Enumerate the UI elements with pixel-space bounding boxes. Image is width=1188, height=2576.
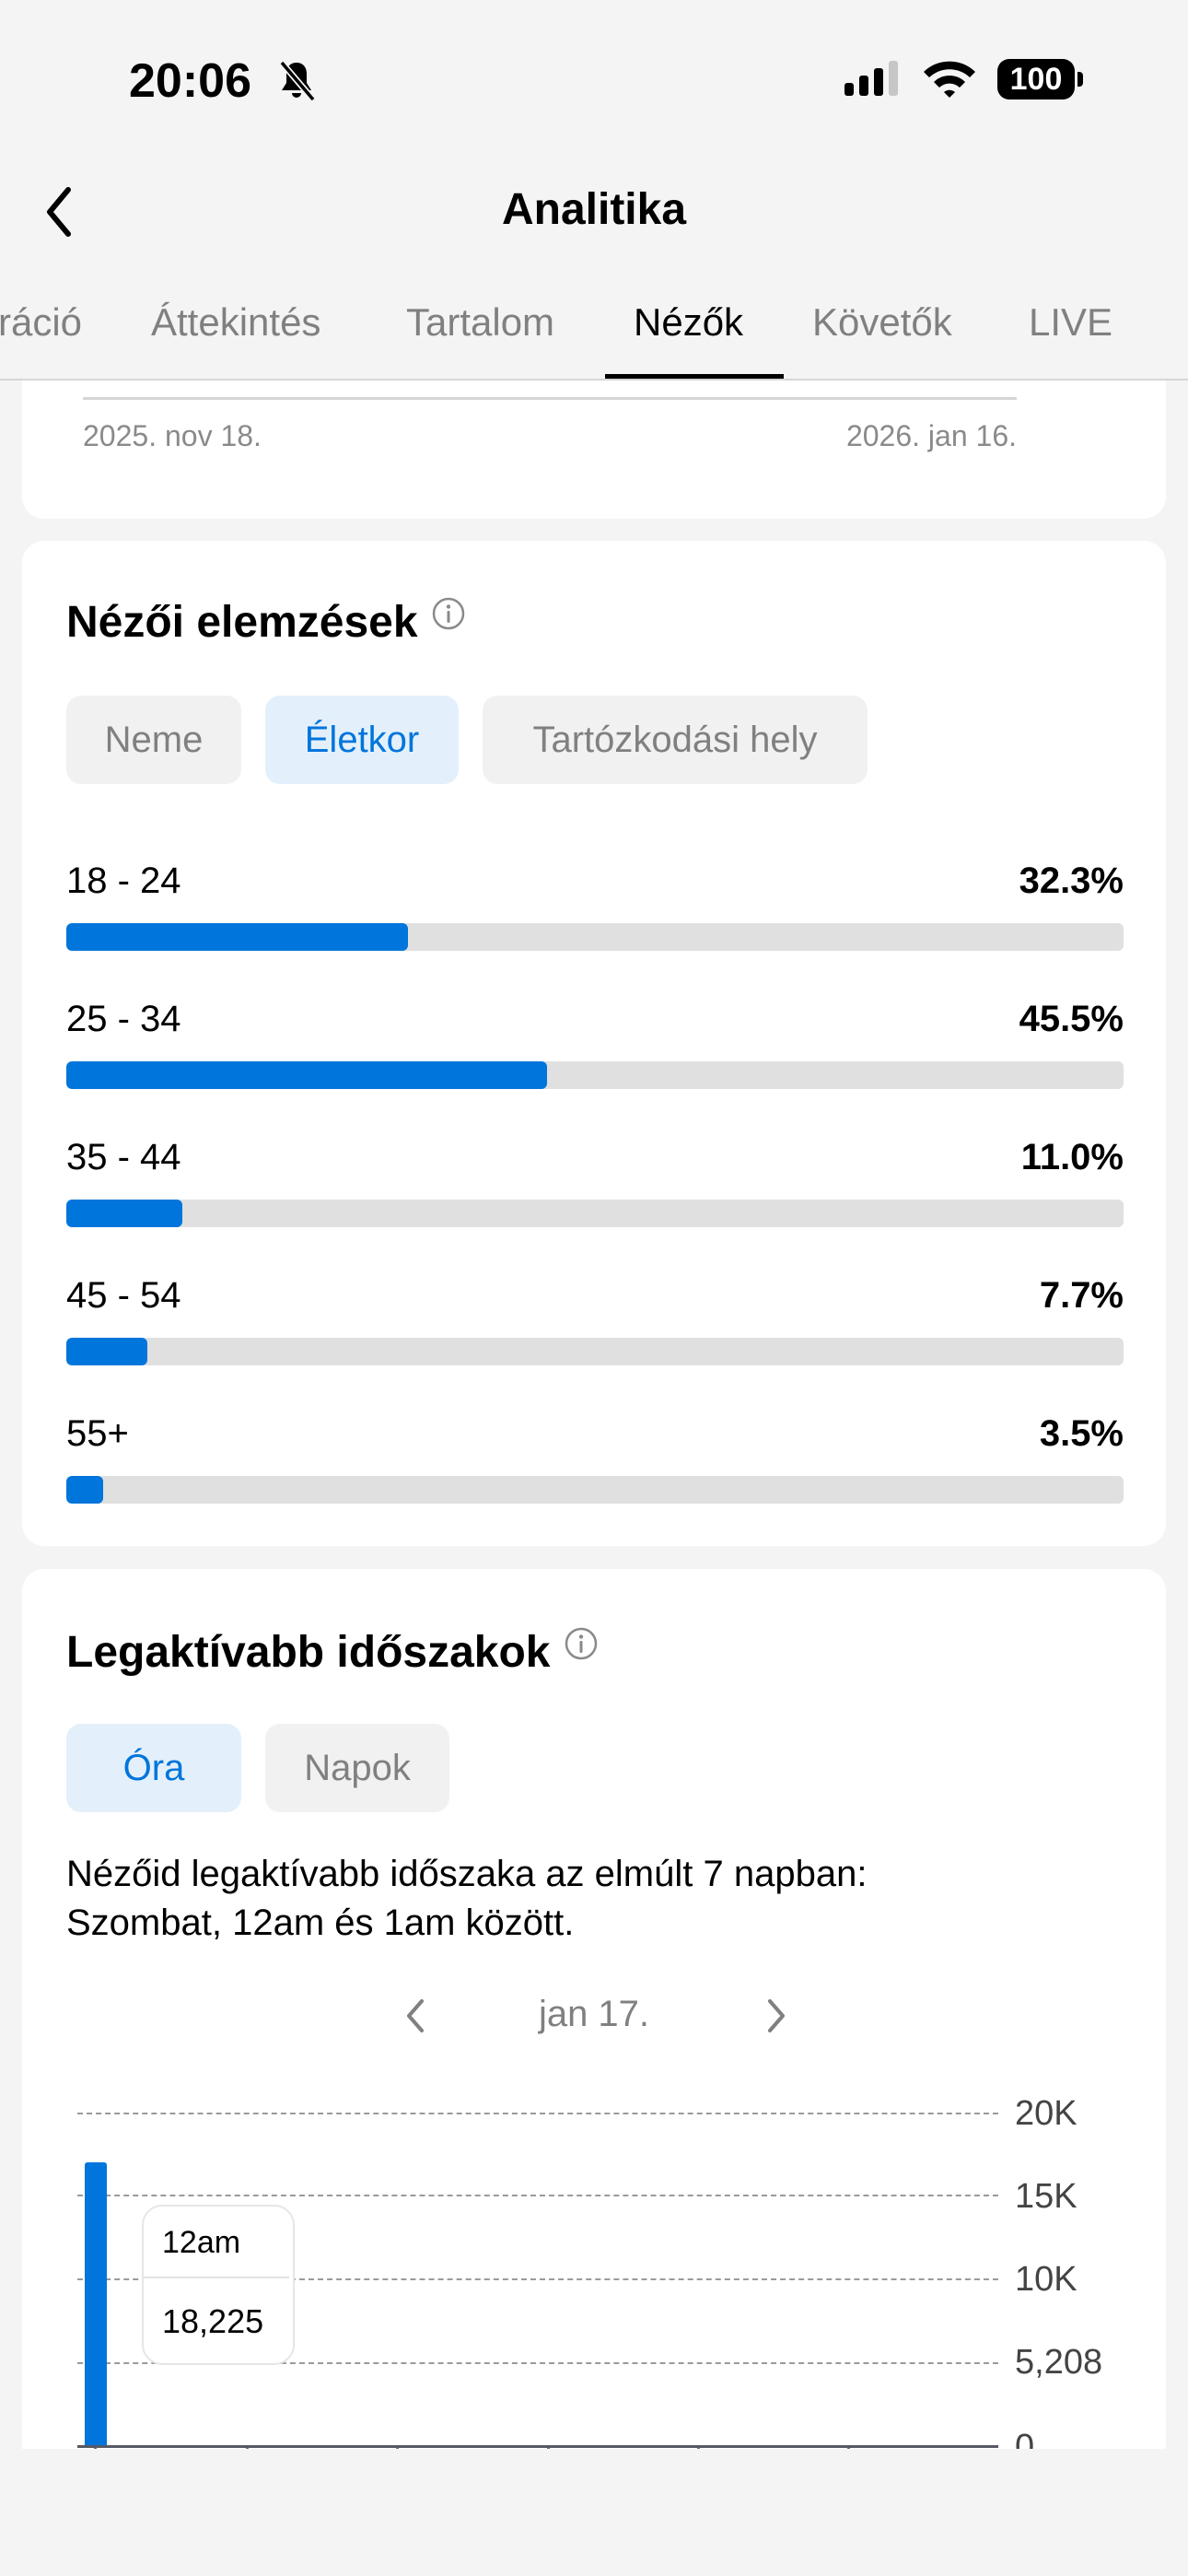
age-progress-fill xyxy=(66,1200,183,1227)
tooltip-value: 18,225 xyxy=(162,2302,264,2340)
gridline-20k xyxy=(77,2113,998,2114)
filter-chip-eletkor[interactable]: Életkor xyxy=(265,696,459,784)
filter-chip-neme[interactable]: Neme xyxy=(66,696,241,784)
active-times-title-text: Legaktívabb időszakok xyxy=(66,1628,551,1677)
active-tab-indicator xyxy=(605,374,784,379)
age-progress-track xyxy=(66,1200,1124,1227)
info-circle-icon[interactable] xyxy=(564,1626,599,1661)
bar-12am[interactable] xyxy=(85,2162,107,2446)
y-axis-tick: 10K xyxy=(1015,2260,1077,2299)
age-percent: 7.7% xyxy=(1039,1275,1124,1316)
gridline-15k xyxy=(77,2195,998,2196)
age-label: 45 - 54 xyxy=(66,1275,181,1316)
status-bar: 20:06 100 xyxy=(0,0,1188,166)
tooltip-hour: 12am xyxy=(162,2225,241,2260)
age-row-18-24: 18 - 24 32.3% xyxy=(66,861,1124,953)
tooltip-divider xyxy=(144,2277,289,2278)
back-button[interactable] xyxy=(37,182,83,241)
tab-inspiracio[interactable]: ráció xyxy=(0,300,83,344)
age-row-45-54: 45 - 54 7.7% xyxy=(66,1275,1124,1367)
gridline-10k xyxy=(77,2278,998,2280)
age-row-25-34: 25 - 34 45.5% xyxy=(66,999,1124,1091)
age-progress-fill xyxy=(66,1338,148,1365)
page-title: Analitika xyxy=(501,185,687,234)
age-row-35-44: 35 - 44 11.0% xyxy=(66,1137,1124,1229)
battery-indicator: 100 xyxy=(997,59,1075,100)
x-axis-line xyxy=(77,2445,998,2448)
y-axis-tick: 5,208 xyxy=(1015,2343,1103,2382)
range-start-date: 2025. nov 18. xyxy=(83,419,262,452)
bottom-safe-area xyxy=(0,2449,1188,2576)
age-progress-track xyxy=(66,1476,1124,1504)
date-range-card: 2025. nov 18. 2026. jan 16. xyxy=(22,381,1166,519)
active-times-summary: Nézőid legaktívabb időszaka az elmúlt 7 … xyxy=(66,1850,1125,1948)
battery-tip xyxy=(1077,72,1083,87)
age-progress-track xyxy=(66,1338,1124,1365)
cellular-signal-icon xyxy=(844,61,898,96)
age-label: 25 - 34 xyxy=(66,999,181,1039)
info-circle-icon[interactable] xyxy=(431,596,466,631)
age-progress-track xyxy=(66,923,1124,951)
age-percent: 3.5% xyxy=(1039,1413,1124,1454)
status-time: 20:06 xyxy=(129,54,251,108)
wifi-icon xyxy=(924,61,975,98)
filter-chip-tartozkodasi-hely[interactable]: Tartózkodási hely xyxy=(483,696,868,784)
gridline-5208 xyxy=(77,2362,998,2364)
filter-chip-ora[interactable]: Óra xyxy=(66,1724,241,1812)
age-percent: 11.0% xyxy=(1020,1137,1124,1177)
active-times-card: Legaktívabb időszakok Óra Napok Nézőid l… xyxy=(22,1569,1166,2490)
summary-line-2: Szombat, 12am és 1am között. xyxy=(66,1903,575,1943)
header: Analitika xyxy=(0,166,1188,258)
range-end-date: 2026. jan 16. xyxy=(845,419,1017,452)
age-percent: 32.3% xyxy=(1019,861,1124,901)
y-axis-tick: 15K xyxy=(1015,2177,1077,2216)
selected-date: jan 17. xyxy=(538,1994,650,2034)
age-label: 35 - 44 xyxy=(66,1137,181,1177)
filter-chip-napok[interactable]: Napok xyxy=(265,1724,449,1812)
viewer-insights-title-text: Nézői elemzések xyxy=(66,598,418,647)
age-row-55-plus: 55+ 3.5% xyxy=(66,1413,1124,1505)
age-progress-fill xyxy=(66,1476,104,1504)
summary-line-1: Nézőid legaktívabb időszaka az elmúlt 7 … xyxy=(66,1854,868,1894)
hourly-activity-chart: 20K 15K 10K 5,208 0 12am 18,225 xyxy=(22,2085,1166,2466)
tab-kovetok[interactable]: Követők xyxy=(812,300,952,344)
viewer-insights-title: Nézői elemzések xyxy=(66,596,466,648)
age-progress-fill xyxy=(66,1061,548,1089)
viewer-insights-card: Nézői elemzések Neme Életkor Tartózkodás… xyxy=(22,541,1166,1546)
bell-slash-icon xyxy=(279,60,316,101)
tab-attekintes[interactable]: Áttekintés xyxy=(151,300,321,344)
tab-live[interactable]: LIVE xyxy=(1029,300,1113,344)
age-label: 18 - 24 xyxy=(66,861,181,901)
age-progress-track xyxy=(66,1061,1124,1089)
age-progress-fill xyxy=(66,923,408,951)
previous-date-button[interactable] xyxy=(398,1990,435,2042)
tab-tartalom[interactable]: Tartalom xyxy=(406,300,555,344)
date-navigator: jan 17. xyxy=(22,1988,1166,2043)
y-axis-tick: 20K xyxy=(1015,2094,1077,2133)
tab-nezok[interactable]: Nézők xyxy=(634,300,744,344)
tab-bar: ráció Áttekintés Tartalom Nézők Követők … xyxy=(0,276,1188,381)
range-axis-line xyxy=(83,397,1017,400)
chart-tooltip: 12am 18,225 xyxy=(142,2205,295,2365)
active-times-title: Legaktívabb időszakok xyxy=(66,1626,599,1678)
age-label: 55+ xyxy=(66,1413,129,1454)
next-date-button[interactable] xyxy=(757,1990,794,2042)
age-percent: 45.5% xyxy=(1019,999,1124,1039)
